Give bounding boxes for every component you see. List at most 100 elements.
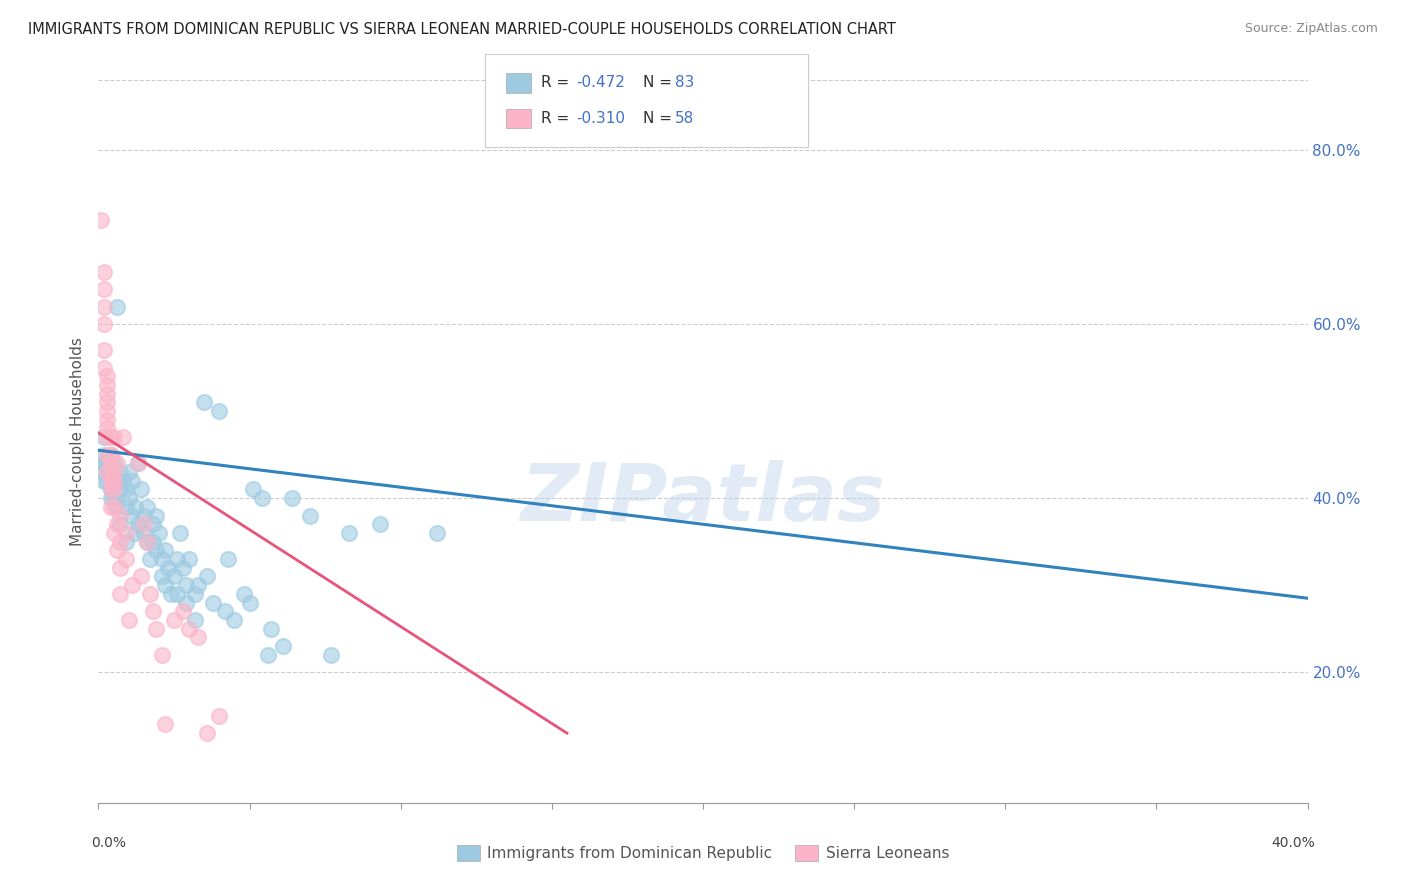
Point: [145, 508, 167, 523]
Point: [100, 456, 122, 470]
Point: [139, 552, 162, 566]
Point: [105, 456, 128, 470]
Point: [121, 474, 143, 488]
Point: [121, 578, 143, 592]
Point: [103, 430, 125, 444]
Point: [224, 613, 246, 627]
Point: [148, 525, 170, 540]
Point: [100, 430, 122, 444]
Point: [93, 317, 115, 331]
Point: [96, 456, 118, 470]
Point: [114, 483, 136, 497]
Point: [179, 622, 201, 636]
Point: [111, 430, 134, 444]
Point: [96, 465, 118, 479]
Point: [96, 386, 118, 401]
Point: [93, 360, 115, 375]
Point: [163, 613, 186, 627]
Point: [271, 639, 294, 653]
Point: [239, 596, 262, 610]
Point: [337, 525, 360, 540]
Point: [96, 430, 118, 444]
Point: [100, 456, 122, 470]
Point: [124, 500, 146, 514]
Point: [172, 604, 194, 618]
Point: [260, 622, 283, 636]
Point: [103, 474, 125, 488]
Point: [202, 596, 225, 610]
Text: R =: R =: [541, 76, 575, 90]
Point: [93, 343, 115, 358]
Point: [208, 404, 231, 418]
Point: [153, 717, 176, 731]
Point: [118, 465, 141, 479]
Text: 83: 83: [675, 76, 695, 90]
Point: [96, 369, 118, 384]
Point: [103, 491, 125, 505]
Legend: Immigrants from Dominican Republic, Sierra Leoneans: Immigrants from Dominican Republic, Sier…: [450, 839, 956, 867]
Point: [166, 587, 188, 601]
Point: [142, 604, 165, 618]
Point: [118, 491, 141, 505]
Point: [124, 525, 146, 540]
Point: [193, 395, 215, 409]
Point: [195, 726, 218, 740]
Text: 40.0%: 40.0%: [1271, 836, 1315, 850]
Point: [100, 483, 122, 497]
Point: [118, 613, 141, 627]
Point: [127, 517, 149, 532]
Point: [160, 587, 183, 601]
Point: [299, 508, 322, 523]
Point: [135, 534, 157, 549]
Text: ZIPatlas: ZIPatlas: [520, 460, 886, 539]
Point: [132, 517, 155, 532]
Point: [129, 569, 152, 583]
Point: [132, 525, 155, 540]
Point: [93, 448, 115, 462]
Point: [256, 648, 278, 662]
Point: [105, 500, 128, 514]
Point: [368, 517, 391, 532]
Point: [108, 587, 131, 601]
Point: [96, 465, 118, 479]
Point: [163, 569, 186, 583]
Point: [105, 517, 128, 532]
Point: [100, 500, 122, 514]
Point: [100, 448, 122, 462]
Text: 0.0%: 0.0%: [91, 836, 127, 850]
Point: [172, 561, 194, 575]
Point: [179, 552, 201, 566]
Text: -0.472: -0.472: [576, 76, 626, 90]
Point: [145, 543, 167, 558]
Point: [93, 430, 115, 444]
Point: [96, 413, 118, 427]
Text: IMMIGRANTS FROM DOMINICAN REPUBLIC VS SIERRA LEONEAN MARRIED-COUPLE HOUSEHOLDS C: IMMIGRANTS FROM DOMINICAN REPUBLIC VS SI…: [28, 22, 896, 37]
Point: [169, 525, 191, 540]
Point: [195, 569, 218, 583]
Point: [96, 395, 118, 409]
Point: [93, 465, 115, 479]
Point: [114, 552, 136, 566]
Point: [121, 508, 143, 523]
Point: [132, 508, 155, 523]
Point: [103, 474, 125, 488]
Point: [103, 465, 125, 479]
Point: [250, 491, 273, 505]
Point: [96, 404, 118, 418]
Text: N =: N =: [643, 76, 676, 90]
Point: [114, 500, 136, 514]
Point: [142, 517, 165, 532]
Point: [184, 587, 207, 601]
Point: [153, 543, 176, 558]
Point: [114, 534, 136, 549]
Point: [217, 552, 239, 566]
Point: [187, 578, 209, 592]
Point: [242, 483, 264, 497]
Point: [184, 613, 207, 627]
Point: [96, 421, 118, 435]
Point: [105, 474, 128, 488]
Point: [127, 456, 149, 470]
Text: -0.310: -0.310: [576, 112, 626, 126]
Point: [100, 465, 122, 479]
Point: [100, 474, 122, 488]
